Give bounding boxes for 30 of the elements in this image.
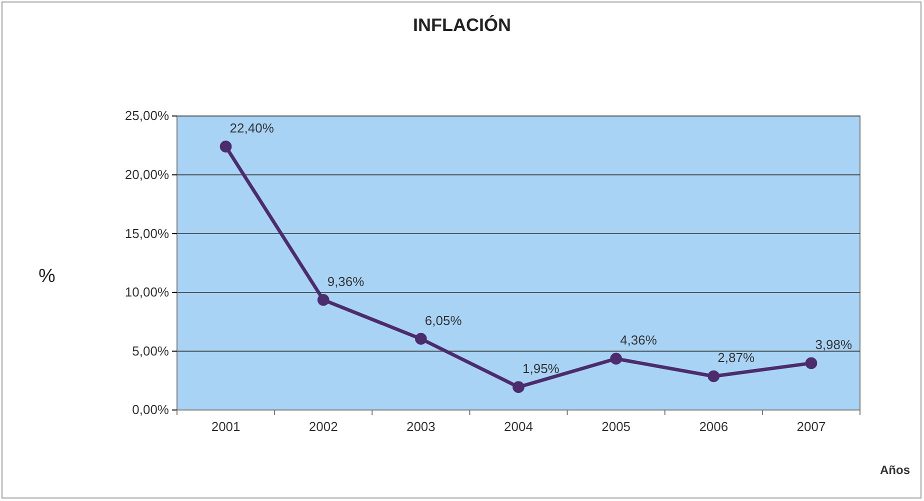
x-tick-label: 2003 bbox=[406, 419, 436, 434]
y-axis-title: % bbox=[38, 266, 56, 287]
point bbox=[415, 332, 427, 345]
data-label: 2,87% bbox=[718, 350, 755, 366]
x-tick-label: 2001 bbox=[211, 419, 240, 434]
data-label: 4,36% bbox=[620, 332, 658, 348]
data-label: 22,40% bbox=[230, 120, 274, 136]
point bbox=[317, 294, 330, 306]
chart-title: INFLACIÓN bbox=[413, 15, 511, 35]
x-axis-title: Años bbox=[880, 463, 910, 477]
data-label: 3,98% bbox=[815, 337, 853, 352]
x-tick-label: 2004 bbox=[504, 419, 533, 434]
x-tick-label: 2002 bbox=[308, 419, 338, 434]
point bbox=[805, 357, 818, 370]
y-tick-label: 20,00% bbox=[124, 166, 170, 182]
x-tick-label: 2006 bbox=[699, 419, 728, 434]
y-tick-label: 5,00% bbox=[132, 343, 170, 358]
data-label: 1,95% bbox=[522, 361, 560, 376]
data-label: 6,05% bbox=[424, 312, 462, 328]
point bbox=[610, 352, 622, 365]
y-tick-label: 0,00% bbox=[132, 402, 170, 418]
data-label: 9,36% bbox=[327, 274, 365, 289]
point bbox=[220, 140, 232, 152]
y-tick-label: 10,00% bbox=[124, 284, 170, 300]
x-tick-label: 2005 bbox=[602, 419, 631, 434]
x-tick-label: 2007 bbox=[796, 419, 826, 434]
y-tick-label: 25,00% bbox=[124, 108, 170, 124]
point bbox=[708, 370, 720, 382]
point bbox=[512, 381, 524, 393]
y-tick-label: 15,00% bbox=[124, 226, 170, 241]
